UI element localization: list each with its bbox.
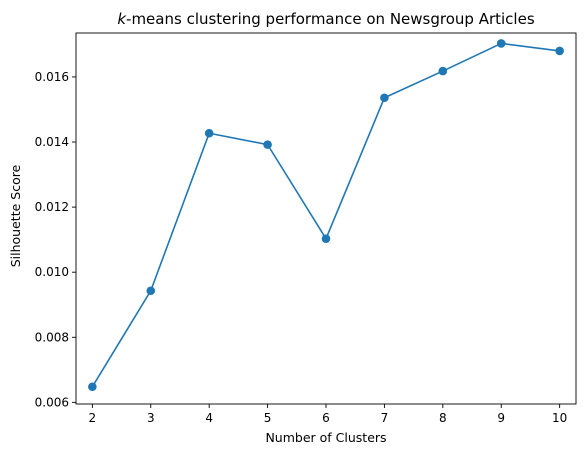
- data-point: [438, 66, 448, 76]
- y-tick-label: 0.014: [35, 135, 69, 149]
- chart-title-prefix: k: [117, 10, 127, 28]
- x-tick-label: 7: [381, 411, 389, 425]
- x-tick-label: 8: [439, 411, 447, 425]
- y-axis-label: Silhouette Score: [8, 164, 23, 267]
- x-tick-label: 5: [264, 411, 272, 425]
- plot-frame: [75, 32, 577, 405]
- data-point: [380, 93, 389, 103]
- chart-title-rest: -means clustering performance on Newsgro…: [126, 10, 535, 28]
- x-tick-label: 4: [205, 411, 213, 425]
- y-tick-label: 0.016: [35, 70, 69, 84]
- chart-title: k-means clustering performance on Newsgr…: [117, 10, 534, 28]
- data-point: [88, 382, 97, 392]
- data-point: [321, 234, 331, 243]
- y-tick-label: 0.008: [35, 330, 69, 344]
- x-tick-label: 10: [552, 411, 567, 425]
- data-point: [496, 39, 506, 48]
- x-axis-label: Number of Clusters: [265, 430, 386, 445]
- data-point: [146, 286, 156, 296]
- y-tick-label: 0.006: [35, 395, 69, 409]
- y-tick-label: 0.010: [35, 265, 69, 279]
- x-tick-label: 3: [147, 411, 155, 425]
- data-point: [555, 46, 564, 56]
- y-tick-label: 0.012: [35, 200, 69, 214]
- data-point: [263, 140, 272, 149]
- x-tick-label: 9: [497, 411, 505, 425]
- plot-area: 2 3 4 5 6 7 8 9 10 0.006 0.008 0.010 0.012 0.014 0.016: [35, 32, 577, 425]
- x-tick-label: 6: [322, 411, 330, 425]
- x-tick-label: 2: [89, 411, 97, 425]
- series-line: [91, 42, 560, 388]
- data-point: [204, 128, 214, 138]
